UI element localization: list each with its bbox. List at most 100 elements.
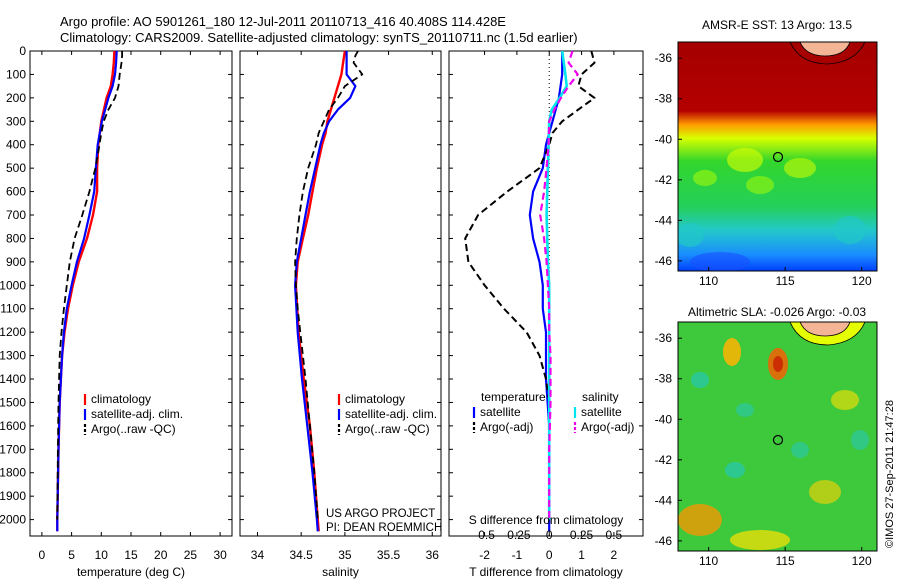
sla-high-patch bbox=[831, 390, 859, 410]
legend-label: Argo(..raw -QC) bbox=[345, 422, 430, 436]
sst-warm-patch bbox=[727, 148, 763, 172]
project-credit: US ARGO PROJECT bbox=[326, 508, 435, 520]
map-y-tick-label: -42 bbox=[655, 173, 673, 187]
s-tick-label: -0.5 bbox=[474, 528, 495, 542]
y-tick-label: 1100 bbox=[0, 302, 26, 316]
legend-title-temperature: temperature bbox=[481, 390, 546, 404]
x-tick-label: 5 bbox=[68, 548, 75, 562]
map-y-tick-label: -44 bbox=[655, 493, 673, 507]
sst-cool-patch bbox=[678, 223, 704, 247]
map-x-tick-label: 110 bbox=[699, 554, 718, 568]
y-tick-label: 0 bbox=[19, 44, 26, 58]
salinity-panel: 34 34.5 35 35.5 36 salinity climatologysatelli… bbox=[239, 50, 442, 579]
pi-credit: PI: DEAN ROEMMICH bbox=[326, 522, 442, 534]
x-tick-label: -1 bbox=[512, 548, 523, 562]
y-tick-label: 200 bbox=[6, 91, 26, 105]
y-tick-label: 1400 bbox=[0, 372, 26, 386]
sst-cool-patch bbox=[834, 216, 866, 244]
map-y-tick-label: -38 bbox=[655, 372, 673, 386]
sla-low-patch bbox=[791, 442, 809, 458]
sla-map-title: Altimetric SLA: -0.026 Argo: -0.03 bbox=[688, 305, 866, 319]
map-y-tick-label: -40 bbox=[655, 412, 673, 426]
y-tick-label: 300 bbox=[6, 114, 26, 128]
series-line-argo-raw-qc- bbox=[294, 50, 364, 520]
legend-label: climatology bbox=[345, 392, 405, 406]
sla-low-patch bbox=[725, 462, 745, 478]
sla-high-patch bbox=[773, 356, 783, 372]
temperature-plot-frame bbox=[29, 50, 233, 537]
difference-panel: -2 -1 0 1 2 T difference from climatology S di… bbox=[448, 50, 644, 579]
map-y-tick-label: -36 bbox=[655, 331, 673, 345]
sla-high-patch bbox=[723, 338, 741, 366]
sst-map-title: AMSR-E SST: 13 Argo: 13.5 bbox=[702, 18, 852, 32]
sla-low-patch bbox=[851, 430, 869, 450]
legend-label: satellite-adj. clim. bbox=[345, 407, 437, 421]
s-tick-label: -0.25 bbox=[503, 528, 531, 542]
series-line-satellite-adj-clim- bbox=[294, 51, 357, 532]
y-tick-label: 1200 bbox=[0, 325, 26, 339]
sst-map-panel: AMSR-E SST: 13 Argo: 13.5 110 115 120 -36 -3… bbox=[655, 18, 878, 288]
x-tick-label: 35 bbox=[338, 548, 352, 562]
map-x-tick-label: 115 bbox=[776, 554, 795, 568]
map-y-tick-label: -46 bbox=[655, 254, 673, 268]
map-y-tick-label: -44 bbox=[655, 213, 673, 227]
sla-high-patch bbox=[730, 530, 790, 550]
sla-land-contour bbox=[789, 322, 866, 346]
y-tick-label: 400 bbox=[6, 138, 26, 152]
sla-low-patch bbox=[691, 372, 709, 388]
s-tick-label: 0 bbox=[546, 528, 553, 542]
salinity-plot-frame bbox=[239, 50, 442, 537]
x-tick-label: 30 bbox=[213, 548, 227, 562]
x-tick-label: 25 bbox=[184, 548, 198, 562]
s-tick-label: 0.25 bbox=[570, 528, 594, 542]
x-tick-label: -2 bbox=[479, 548, 490, 562]
sla-low-patch bbox=[736, 403, 754, 417]
sla-map-panel: Altimetric SLA: -0.026 Argo: -0.03 110 11… bbox=[655, 305, 878, 568]
imos-stamp: ©IMOS 27-Sep-2011 21:47:28 bbox=[884, 400, 896, 548]
sst-map-axes: 110 115 120 -36 -38 -40 -42 -44 -46 bbox=[655, 51, 872, 288]
x-tick-label: 1 bbox=[578, 548, 585, 562]
salinity-x-axis-label: salinity bbox=[322, 565, 359, 579]
x-tick-label: 20 bbox=[154, 548, 168, 562]
temperature-x-axis-label: temperature (deg C) bbox=[77, 565, 185, 579]
legend-label: Argo(-adj) bbox=[480, 420, 533, 434]
series-line-salinity-satellite bbox=[545, 50, 569, 520]
sst-map-frame bbox=[677, 41, 878, 272]
sst-warm-patch bbox=[746, 176, 774, 194]
legend-label: climatology bbox=[91, 392, 151, 406]
legend-label: satellite bbox=[581, 405, 622, 419]
map-x-tick-label: 120 bbox=[852, 554, 872, 568]
y-tick-label: 1800 bbox=[0, 466, 26, 480]
x-tick-label: 10 bbox=[95, 548, 109, 562]
sst-land-contour bbox=[789, 42, 866, 65]
x-tick-label: 0 bbox=[39, 548, 46, 562]
x-tick-label: 35.5 bbox=[377, 548, 401, 562]
figure-title-line2: Climatology: CARS2009. Satellite-adjuste… bbox=[60, 30, 578, 45]
map-x-tick-label: 115 bbox=[776, 274, 795, 288]
figure-title-line1: Argo profile: AO 5901261_180 12-Jul-2011… bbox=[60, 14, 506, 29]
legend-label: satellite bbox=[480, 405, 521, 419]
map-y-tick-label: -42 bbox=[655, 453, 673, 467]
series-line-temperature-argo-adj- bbox=[464, 50, 596, 520]
y-tick-label: 1900 bbox=[0, 489, 26, 503]
sst-cool-patch bbox=[690, 252, 750, 271]
difference-top-axis-label: S difference from climatology bbox=[469, 513, 624, 527]
y-tick-label: 600 bbox=[6, 185, 26, 199]
map-x-tick-label: 110 bbox=[699, 274, 718, 288]
difference-plot-frame bbox=[448, 50, 644, 537]
y-tick-label: 2000 bbox=[0, 513, 26, 527]
series-line-salinity-argo-adj- bbox=[539, 50, 579, 520]
series-line-temperature-satellite bbox=[528, 51, 564, 532]
y-tick-label: 1700 bbox=[0, 442, 26, 456]
x-tick-label: 0 bbox=[546, 548, 553, 562]
legend-label: Argo(-adj) bbox=[581, 420, 634, 434]
y-tick-label: 100 bbox=[6, 67, 26, 81]
y-tick-label: 1600 bbox=[0, 419, 26, 433]
y-tick-label: 1500 bbox=[0, 395, 26, 409]
map-y-tick-label: -36 bbox=[655, 51, 673, 65]
sla-high-patch bbox=[678, 504, 722, 536]
x-tick-label: 34 bbox=[251, 548, 265, 562]
y-tick-label: 900 bbox=[6, 255, 26, 269]
y-tick-label: 800 bbox=[6, 231, 26, 245]
